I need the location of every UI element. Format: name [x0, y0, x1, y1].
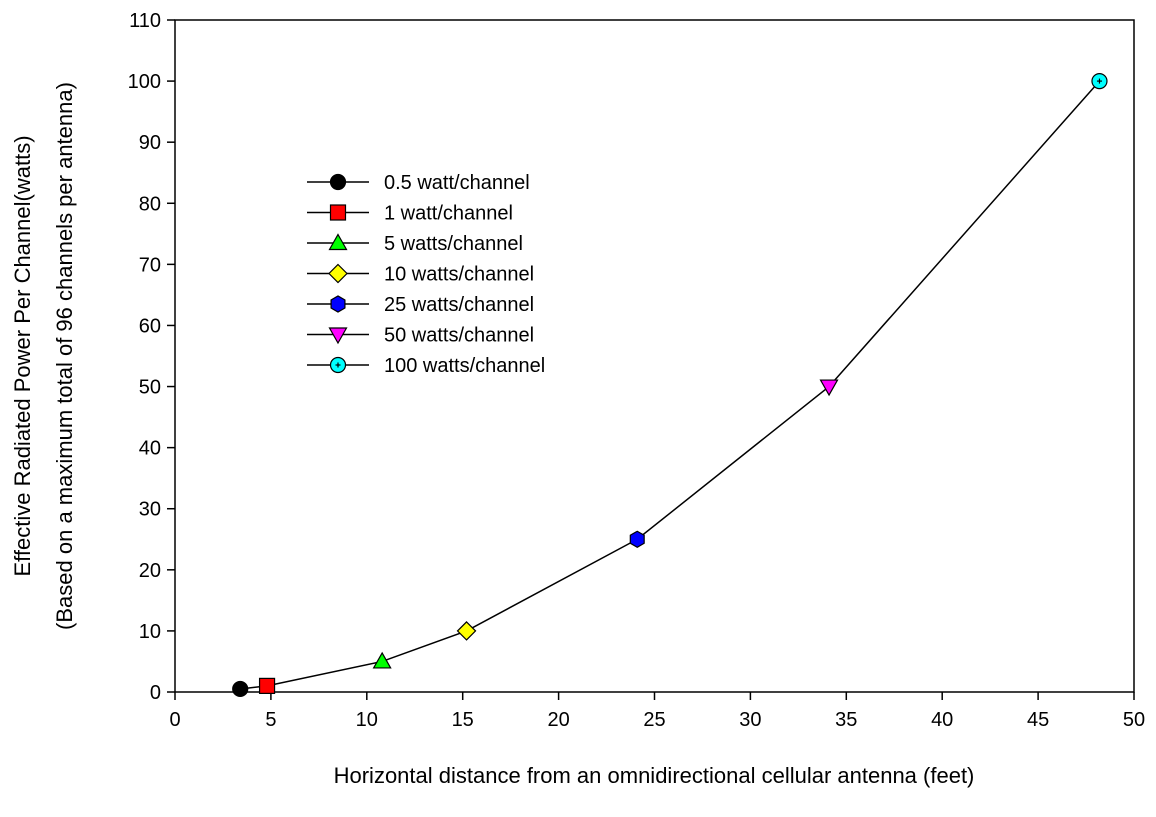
x-axis-label: Horizontal distance from an omnidirectio…	[334, 763, 975, 788]
data-point	[372, 651, 392, 669]
y-tick-label: 70	[139, 254, 161, 276]
x-tick-label: 50	[1123, 709, 1145, 731]
legend-entry: 0.5 watt/channel	[384, 172, 530, 194]
y-tick-label: 30	[139, 499, 161, 521]
legend-entry: 1 watt/channel	[384, 203, 513, 225]
legend-marker	[329, 204, 347, 221]
legend: 0.5 watt/channel 1 watt/channel 5 watts/ch…	[307, 172, 545, 377]
x-tick-label: 35	[835, 709, 857, 731]
legend-marker	[328, 327, 348, 345]
data-point	[456, 621, 477, 641]
y-tick-label: 80	[139, 193, 161, 215]
legend-entry: 25 watts/channel	[384, 294, 534, 316]
y-tick-label: 100	[128, 71, 161, 93]
y-tick-label: 60	[139, 315, 161, 337]
y-tick-label: 20	[139, 560, 161, 582]
y-tick-label: 40	[139, 438, 161, 460]
x-tick-label: 10	[356, 709, 378, 731]
data-point	[629, 530, 645, 548]
x-tick-label: 30	[739, 709, 761, 731]
data-markers	[232, 72, 1108, 698]
x-tick-label: 5	[265, 709, 276, 731]
y-tick-label: 50	[139, 377, 161, 399]
x-tick-label: 0	[169, 709, 180, 731]
y-axis-label: Effective Radiated Power Per Channel(wat…	[10, 135, 35, 576]
legend-marker	[330, 295, 346, 313]
y-axis: 0 10 20 30 40 50 60 70 80 90 100 110	[128, 10, 175, 704]
x-axis: 0 5 10 15 20 25 30 35 40 45 50	[169, 692, 1145, 731]
legend-entry: 5 watts/channel	[384, 233, 523, 255]
y-tick-label: 90	[139, 132, 161, 154]
legend-entry: 10 watts/channel	[384, 264, 534, 286]
legend-marker	[329, 173, 347, 191]
y-tick-label: 0	[150, 682, 161, 704]
x-tick-label: 45	[1027, 709, 1049, 731]
legend-entry: 100 watts/channel	[384, 355, 545, 377]
series-line	[240, 80, 1101, 690]
data-point	[232, 680, 249, 698]
y-axis-label-secondary: (Based on a maximum total of 96 channels…	[52, 82, 77, 630]
x-tick-label: 25	[643, 709, 665, 731]
legend-entry: 50 watts/channel	[384, 325, 534, 347]
x-tick-label: 20	[547, 709, 569, 731]
y-tick-label: 110	[129, 10, 161, 32]
legend-marker	[328, 263, 348, 284]
data-point	[258, 677, 276, 694]
x-tick-label: 15	[452, 709, 474, 731]
y-tick-label: 10	[139, 621, 161, 643]
plot-frame	[174, 19, 1135, 693]
x-tick-label: 40	[931, 709, 953, 731]
data-point	[819, 379, 839, 397]
legend-marker	[328, 233, 348, 251]
